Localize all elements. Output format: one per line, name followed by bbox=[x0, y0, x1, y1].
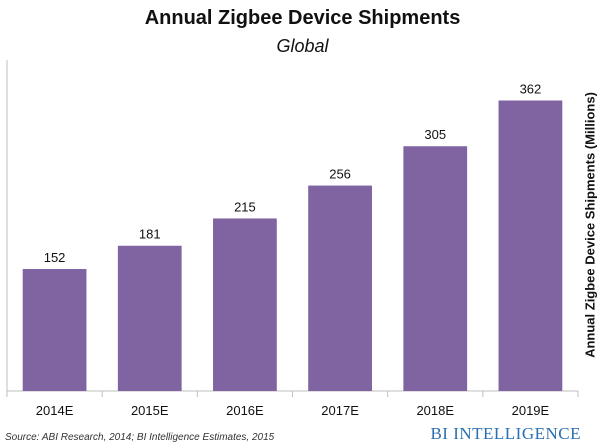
x-tick-label-2017E: 2017E bbox=[321, 403, 359, 418]
x-tick-label-2014E: 2014E bbox=[36, 403, 74, 418]
chart-title: Annual Zigbee Device Shipments bbox=[144, 7, 461, 29]
brand-logo: BI INTELLIGENCE bbox=[430, 424, 581, 444]
y-axis-label: Annual Zigbee Device Shipments (Millions… bbox=[582, 92, 598, 358]
data-label-2019E: 362 bbox=[520, 81, 542, 96]
bar-2017E bbox=[308, 185, 372, 391]
brand-name: INTELLIGENCE bbox=[453, 424, 581, 443]
bar-2016E bbox=[213, 218, 277, 391]
data-label-2015E: 181 bbox=[139, 227, 161, 242]
data-label-2014E: 152 bbox=[44, 250, 66, 265]
bars-group bbox=[22, 100, 563, 392]
source-note: Source: ABI Research, 2014; BI Intellige… bbox=[5, 432, 275, 443]
bar-2014E bbox=[22, 269, 87, 391]
x-tick-label-2015E: 2015E bbox=[131, 403, 169, 418]
data-label-2018E: 305 bbox=[424, 127, 446, 142]
value-labels-group: 152 181 215 256 305 362 bbox=[44, 81, 542, 265]
x-tick-label-2016E: 2016E bbox=[226, 403, 264, 418]
brand-prefix: BI bbox=[430, 424, 449, 443]
category-labels-group: 2014E 2015E 2016E 2017E 2018E 2019E bbox=[36, 403, 550, 418]
bar-2018E bbox=[403, 146, 468, 391]
data-label-2017E: 256 bbox=[329, 167, 351, 182]
bar-2019E bbox=[498, 100, 563, 392]
chart-subtitle: Global bbox=[276, 36, 329, 56]
plot-axis bbox=[6, 60, 579, 397]
x-tick-label-2018E: 2018E bbox=[416, 403, 454, 418]
bar-2015E bbox=[117, 245, 182, 391]
x-tick-label-2019E: 2019E bbox=[512, 403, 550, 418]
data-label-2016E: 215 bbox=[234, 199, 256, 214]
